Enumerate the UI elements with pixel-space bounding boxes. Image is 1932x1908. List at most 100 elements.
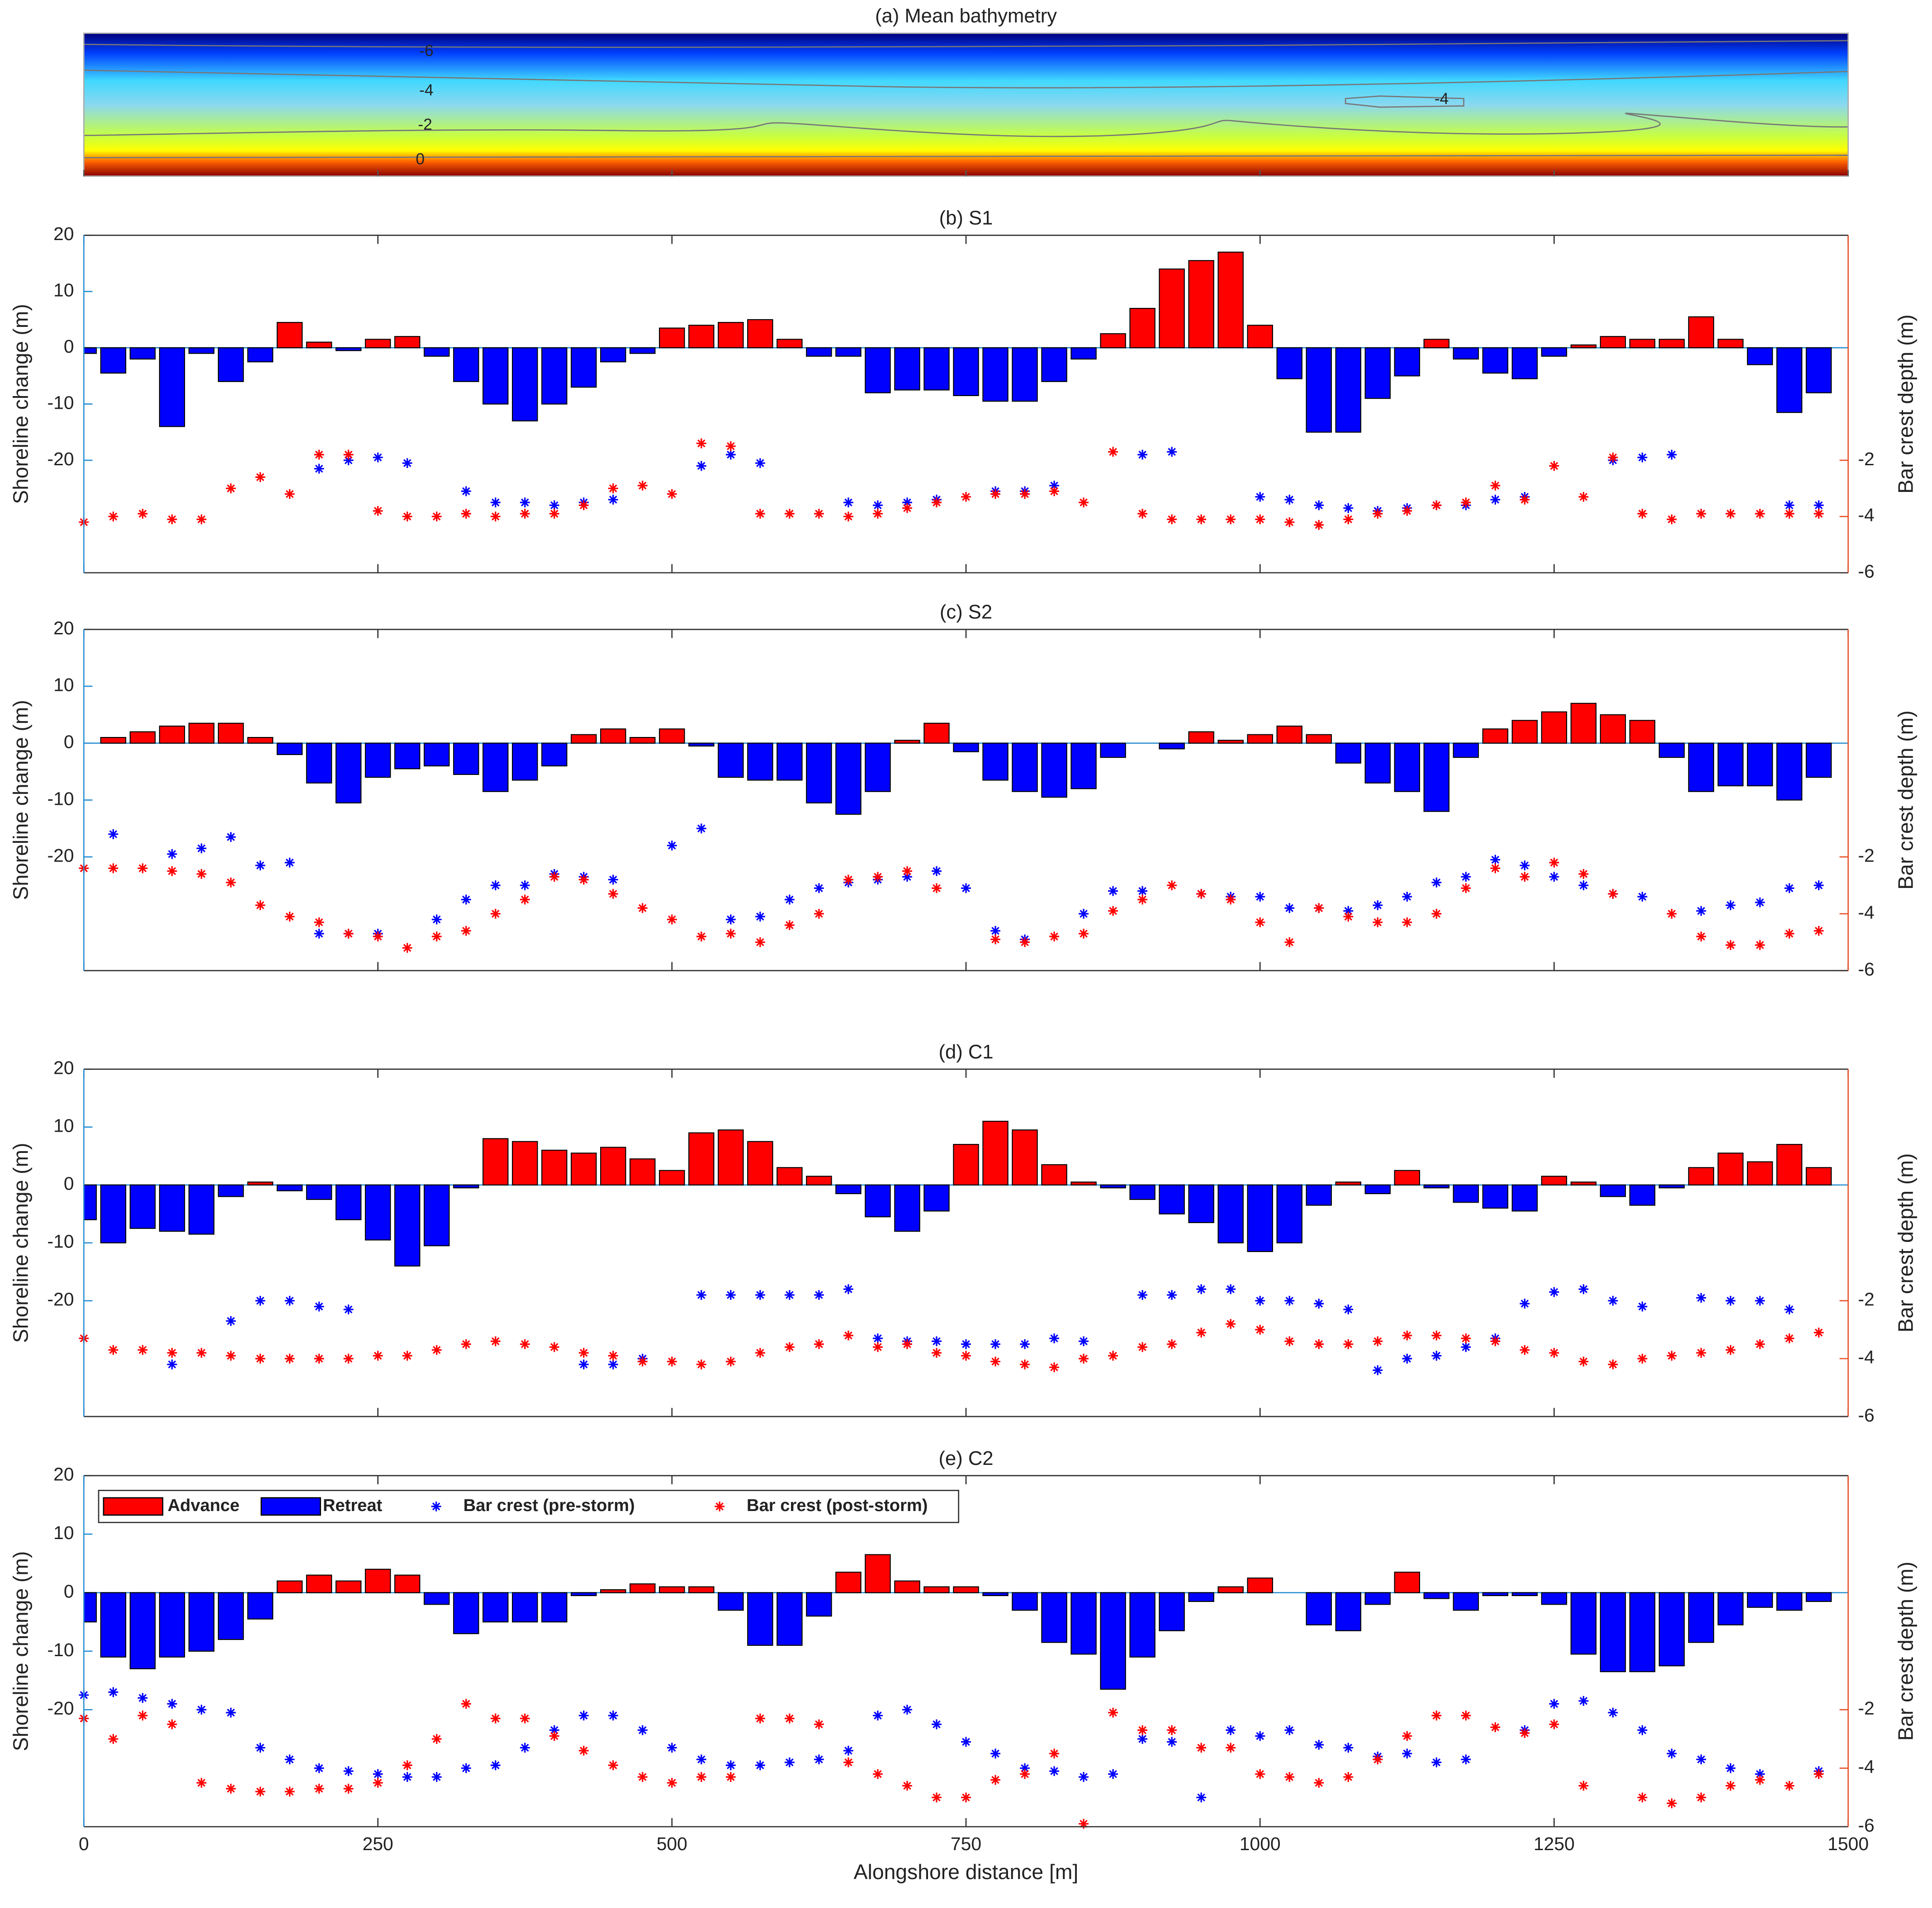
legend: Advance Retreat Bar crest (pre-storm) Bar c… (98, 1490, 960, 1523)
bar-crest-marker (402, 1772, 412, 1782)
bar (100, 1592, 127, 1658)
bar (1423, 742, 1450, 812)
bar (1188, 1184, 1214, 1223)
bar-crest-marker (255, 1354, 265, 1364)
legend-label: Bar crest (post-storm) (747, 1496, 928, 1515)
bar-crest-marker (1814, 500, 1824, 510)
bar-crest-marker (932, 1348, 942, 1358)
bar-crest-marker (1020, 1359, 1030, 1370)
bar-crest-marker (1373, 509, 1383, 519)
bar-crest-marker (1137, 886, 1148, 896)
bar-crest-marker (1226, 1725, 1236, 1735)
bar-crest-marker (1255, 1325, 1265, 1335)
y-tick-label: -10 (47, 1639, 74, 1660)
bar (1364, 742, 1391, 784)
bar (247, 1592, 274, 1620)
bar-crest-marker (902, 1339, 912, 1349)
bar (1805, 1167, 1832, 1185)
bar (84, 1184, 97, 1220)
bar-crest-marker (1226, 1319, 1236, 1329)
bar-crest-marker (226, 832, 236, 842)
bar (894, 1184, 920, 1232)
bar-crest-marker (1520, 1345, 1530, 1355)
bar-crest-marker (431, 1345, 442, 1355)
bar (1776, 347, 1803, 413)
x-tick-label: 250 (362, 1833, 393, 1854)
bar-crest-marker (1520, 860, 1530, 870)
bar (335, 742, 362, 803)
bar (1217, 740, 1244, 744)
bar (1482, 1592, 1509, 1596)
bar-crest-marker (696, 823, 706, 834)
bar-crest-marker (667, 1356, 677, 1367)
y2-tick-label: -2 (1858, 1698, 1874, 1719)
bar-crest-marker (1373, 1365, 1383, 1375)
y2-tick-label: -4 (1858, 505, 1874, 525)
bar-crest-marker (1314, 1339, 1324, 1349)
bar (630, 1158, 656, 1185)
bar (571, 1592, 597, 1596)
bar-crest-marker (932, 1719, 942, 1729)
bar (1629, 1184, 1656, 1206)
bar-crest-marker (1578, 1356, 1589, 1367)
bar (159, 1592, 185, 1658)
bar-crest-marker (461, 509, 471, 519)
bar-crest-marker (814, 1290, 824, 1300)
bar (1247, 325, 1273, 349)
bar-crest-marker (1196, 514, 1207, 524)
bar-crest-marker (1284, 495, 1295, 505)
bar-crest-marker (578, 1348, 589, 1358)
bar-crest-marker (902, 872, 912, 882)
bar (423, 347, 450, 357)
bar (1453, 347, 1479, 360)
bar-crest-marker (1490, 1722, 1501, 1733)
bar (1306, 347, 1332, 433)
bar (1159, 1184, 1185, 1214)
bar-crest-marker (784, 1713, 795, 1724)
bar-crest-marker (314, 449, 324, 460)
bar (1129, 1592, 1155, 1658)
bar (511, 347, 538, 421)
bar-crest-marker (990, 489, 1000, 499)
bar (982, 347, 1009, 402)
bar (953, 347, 979, 397)
bar-crest-marker (1255, 1731, 1265, 1741)
bar-crest-marker (1314, 500, 1324, 510)
bar-crest-marker (1196, 1743, 1207, 1753)
bar-crest-marker (226, 877, 236, 888)
bar (159, 725, 185, 744)
bar (365, 339, 391, 349)
bar-crest-marker (1725, 900, 1736, 911)
bar-crest-marker (725, 1760, 736, 1771)
bar (423, 742, 450, 767)
bar-crest-marker (1049, 486, 1059, 496)
bar-crest-marker (284, 1754, 295, 1765)
bar-crest-marker (578, 1359, 589, 1370)
bar-crest-marker (373, 1778, 383, 1788)
bar (541, 1149, 568, 1185)
bars (84, 1554, 1832, 1690)
bar (659, 1170, 685, 1185)
bar (159, 347, 185, 427)
bar (1012, 1129, 1038, 1185)
bar-crest-marker (343, 1766, 354, 1776)
bar-crest-marker (1461, 1710, 1471, 1721)
bar-crest-marker (1079, 1336, 1089, 1346)
bar (1394, 1572, 1421, 1593)
y-tick-label: 20 (53, 1058, 74, 1078)
contour-line (84, 40, 1848, 48)
bar-crest-marker (1343, 1772, 1354, 1782)
bar (511, 742, 538, 781)
bar-crest-marker (1402, 1731, 1412, 1741)
bar (923, 347, 950, 391)
bar-crest-marker (784, 920, 795, 930)
bar-crest-marker (961, 1351, 971, 1361)
bar (1629, 339, 1656, 349)
bar-crest-marker (1314, 1740, 1324, 1750)
bar (600, 347, 626, 363)
bar (218, 1592, 244, 1640)
bar (571, 1152, 597, 1185)
bar-crest-marker (1755, 1775, 1765, 1785)
bar (1070, 1181, 1097, 1185)
legend-swatch (103, 1497, 164, 1516)
